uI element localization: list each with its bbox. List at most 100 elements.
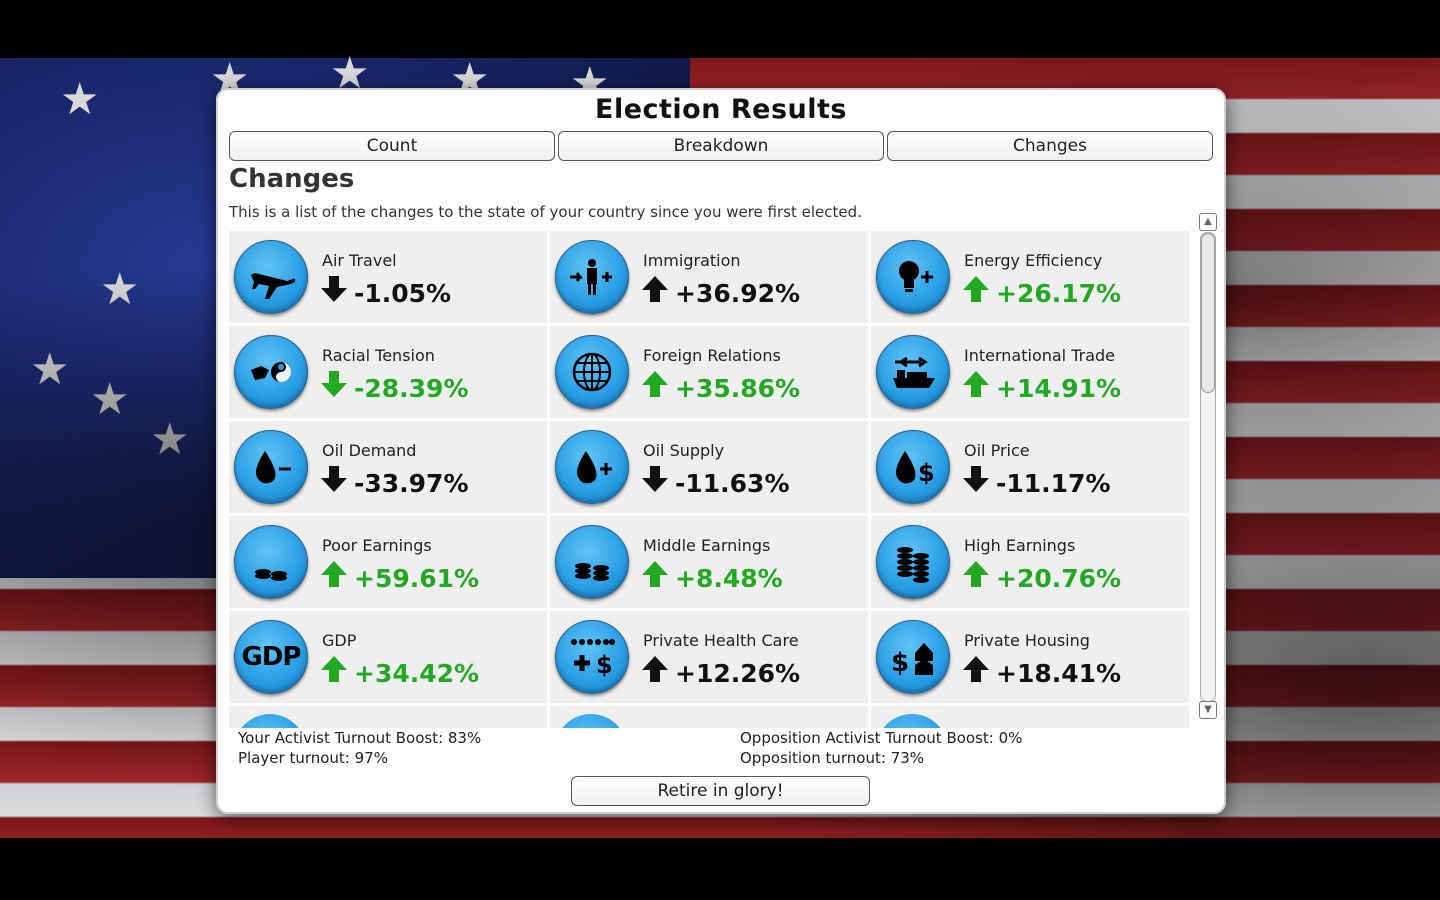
opposition-activist-boost: Opposition Activist Turnout Boost: 0% [740, 729, 1023, 747]
oil-drop-plus-icon-badge [555, 430, 629, 504]
change-value: +34.42% [354, 659, 480, 688]
change-label: Air Travel [322, 251, 397, 270]
coins-medium-icon [575, 563, 609, 581]
tab-count[interactable]: Count [229, 131, 555, 161]
scroll-down-button[interactable]: ▼ [1199, 701, 1217, 719]
item-icon-partial [876, 714, 948, 728]
change-label: Oil Supply [643, 441, 725, 460]
change-item-air-travel[interactable]: Air Travel -1.05% [229, 231, 547, 323]
change-label: Private Health Care [643, 631, 799, 650]
coins-small-icon-badge [234, 525, 308, 599]
gdp-icon: GDP [241, 642, 302, 672]
change-label: Private Housing [964, 631, 1090, 650]
change-item-racial-tension[interactable]: Racial Tension -28.39% [229, 326, 547, 418]
change-item-foreign-relations[interactable]: Foreign Relations +35.86% [550, 326, 868, 418]
scroll-up-button[interactable]: ▲ [1199, 213, 1217, 231]
change-item-middle-earnings[interactable]: Middle Earnings +8.48% [550, 516, 868, 608]
housing-dollar-icon: $ [891, 643, 933, 678]
changes-list[interactable]: Air Travel -1.05% Immigration +36.92% Energy… [229, 231, 1191, 728]
immigration-icon-badge [555, 240, 629, 314]
change-label: Poor Earnings [322, 536, 432, 555]
flag-star: ★ [30, 344, 70, 395]
change-item-partial[interactable] [229, 706, 547, 728]
cargo-ship-icon-badge [876, 335, 950, 409]
change-value: +18.41% [996, 659, 1122, 688]
opposition-turnout: Opposition turnout: 73% [740, 749, 925, 767]
change-label: Middle Earnings [643, 536, 771, 555]
change-label: GDP [322, 631, 357, 650]
airplane-icon-badge [234, 240, 308, 314]
scroll-track[interactable] [1200, 232, 1216, 702]
change-value: +35.86% [675, 374, 801, 403]
svg-text:$: $ [596, 651, 613, 679]
flag-star: ★ [90, 374, 130, 425]
section-title: Changes [229, 164, 355, 194]
change-item-high-earnings[interactable]: High Earnings +20.76% [871, 516, 1189, 608]
change-item-oil-supply[interactable]: Oil Supply -11.63% [550, 421, 868, 513]
racial-tension-icon-badge [234, 335, 308, 409]
oil-drop-minus-icon-badge [234, 430, 308, 504]
change-item-energy-efficiency[interactable]: Energy Efficiency +26.17% [871, 231, 1189, 323]
your-activist-boost: Your Activist Turnout Boost: 83% [238, 729, 482, 747]
lightbulb-plus-icon [899, 261, 933, 292]
change-label: Immigration [643, 251, 741, 270]
lightbulb-plus-icon-badge [876, 240, 950, 314]
coins-large-icon-badge [876, 525, 950, 599]
change-value: -11.63% [675, 469, 790, 498]
racial-tension-icon [251, 362, 291, 382]
change-value: -11.17% [996, 469, 1111, 498]
change-item-oil-demand[interactable]: Oil Demand -33.97% [229, 421, 547, 513]
change-item-oil-price[interactable]: $ Oil Price -11.17% [871, 421, 1189, 513]
housing-dollar-icon-badge: $ [876, 620, 950, 694]
changes-grid: Air Travel -1.05% Immigration +36.92% Energy… [229, 231, 1191, 728]
change-item-international-trade[interactable]: International Trade +14.91% [871, 326, 1189, 418]
change-label: Oil Demand [322, 441, 417, 460]
change-item-immigration[interactable]: Immigration +36.92% [550, 231, 868, 323]
election-results-dialog: Election Results Count Breakdown Changes… [216, 88, 1226, 814]
change-label: Racial Tension [322, 346, 435, 365]
change-label: High Earnings [964, 536, 1076, 555]
health-dollar-icon-badge: $ [555, 620, 629, 694]
svg-text:$: $ [918, 459, 935, 487]
globe-icon [572, 352, 612, 392]
item-icon-partial [555, 714, 627, 728]
change-item-private-health-care[interactable]: $ Private Health Care +12.26% [550, 611, 868, 703]
item-icon-partial [234, 714, 306, 728]
change-item-private-housing[interactable]: $ Private Housing +18.41% [871, 611, 1189, 703]
section-description: This is a list of the changes to the sta… [229, 203, 862, 221]
change-item-poor-earnings[interactable]: Poor Earnings +59.61% [229, 516, 547, 608]
oil-drop-minus-icon [256, 451, 291, 484]
change-value: -28.39% [354, 374, 469, 403]
scrollbar[interactable]: ▲ ▼ [1199, 213, 1217, 719]
flag-star: ★ [60, 74, 100, 125]
oil-drop-dollar-icon-badge: $ [876, 430, 950, 504]
tab-bar: Count Breakdown Changes [229, 131, 1213, 161]
cargo-ship-icon [893, 356, 935, 388]
scroll-thumb[interactable] [1201, 233, 1215, 393]
change-value: -33.97% [354, 469, 469, 498]
change-item-gdp[interactable]: GDP GDP +34.42% [229, 611, 547, 703]
immigration-icon [570, 259, 612, 295]
player-stats: Your Activist Turnout Boost: 83% Player … [238, 728, 481, 768]
tab-breakdown[interactable]: Breakdown [558, 131, 884, 161]
globe-icon-badge [555, 335, 629, 409]
change-value: +59.61% [354, 564, 480, 593]
change-item-partial[interactable] [550, 706, 868, 728]
change-value: +26.17% [996, 279, 1122, 308]
change-label: Foreign Relations [643, 346, 781, 365]
change-value: +36.92% [675, 279, 801, 308]
change-item-partial[interactable] [871, 706, 1189, 728]
flag-star: ★ [150, 414, 190, 465]
change-value: +12.26% [675, 659, 801, 688]
change-label: International Trade [964, 346, 1116, 365]
gdp-icon-badge: GDP [234, 620, 308, 694]
dialog-title: Election Results [595, 94, 847, 125]
svg-text:$: $ [891, 648, 909, 678]
retire-button[interactable]: Retire in glory! [571, 776, 870, 806]
tab-changes[interactable]: Changes [887, 131, 1213, 161]
coins-large-icon [897, 547, 929, 583]
change-value: -1.05% [354, 279, 452, 308]
change-label: Energy Efficiency [964, 251, 1103, 270]
oil-drop-plus-icon [577, 451, 612, 484]
airplane-icon [251, 273, 295, 299]
